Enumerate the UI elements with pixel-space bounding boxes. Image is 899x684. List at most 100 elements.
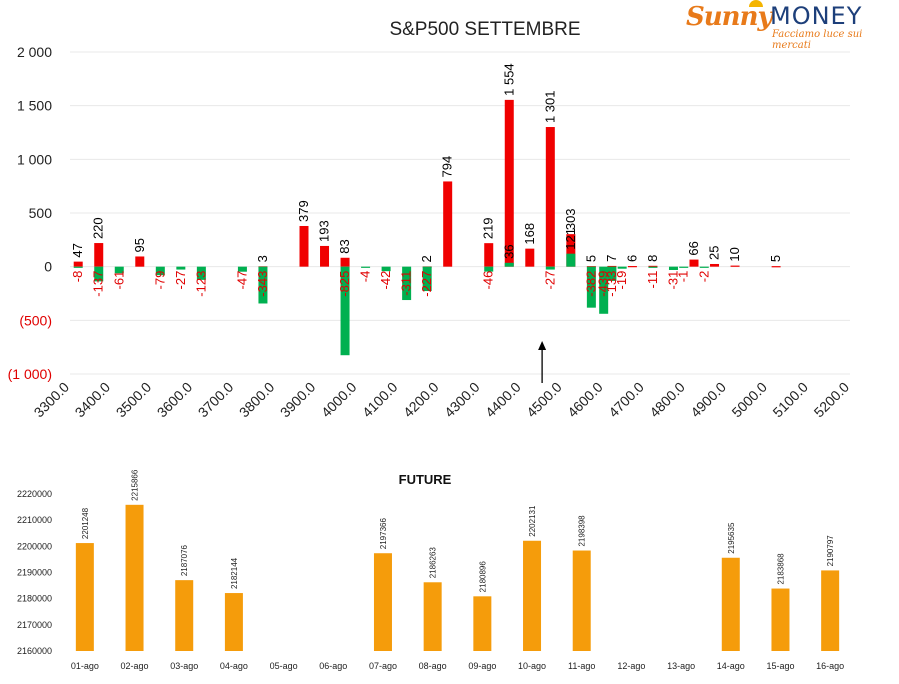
- logo-word-sunny: Sunny: [686, 2, 773, 32]
- x-tick-label: 4200.0: [400, 379, 442, 421]
- bar-value-label: 25: [707, 246, 722, 260]
- put-bar: [381, 266, 391, 272]
- future-chart-title: FUTURE: [399, 472, 452, 487]
- call-bar: [525, 248, 535, 267]
- bar-value-label: -1: [676, 271, 691, 283]
- bar-value-label: -227: [419, 271, 434, 297]
- bar-value-label: -343: [255, 271, 270, 297]
- x-tick-label: 4600.0: [564, 379, 606, 421]
- x-tick-label: 5000.0: [728, 379, 770, 421]
- future-bar-label: 2187076: [180, 544, 189, 576]
- put-bar: [648, 266, 658, 268]
- future-bar-label: 2182144: [230, 557, 239, 589]
- x-tick-label: 5200.0: [811, 379, 853, 421]
- future-x-tick-label: 14-ago: [717, 661, 745, 671]
- bar-value-label: 303: [563, 208, 578, 230]
- future-bar-label: 2186263: [429, 547, 438, 579]
- future-bar: [175, 580, 194, 651]
- put-bar: [196, 266, 206, 280]
- future-bar-label: 2201248: [81, 507, 90, 539]
- x-tick-label: 4000.0: [318, 379, 360, 421]
- x-tick-label: 4100.0: [359, 379, 401, 421]
- bar-value-label: 5: [583, 255, 598, 262]
- bar-value-label: 83: [337, 239, 352, 253]
- bar-value-label: -137: [91, 271, 106, 297]
- bar-value-label: 7: [604, 255, 619, 262]
- sp500-chart: S&P500 SETTEMBRE 2 000 1 500 1 000 500 0 (500…: [8, 19, 853, 421]
- bar-value-label: 219: [481, 217, 496, 239]
- future-bar: [125, 504, 144, 651]
- bar-value-label: 121: [563, 228, 578, 250]
- bar-value-label: 3: [255, 255, 270, 262]
- put-bar: [155, 266, 165, 276]
- put-bar: [545, 266, 555, 270]
- bar-value-label: -27: [542, 271, 557, 290]
- put-bar: [484, 266, 494, 272]
- future-y-tick-label: 2190000: [17, 568, 52, 578]
- future-bar-label: 2197366: [379, 518, 388, 550]
- put-bar: [361, 266, 371, 268]
- x-tick-label: 3300.0: [31, 379, 73, 421]
- x-tick-label: 4800.0: [646, 379, 688, 421]
- future-bar: [572, 550, 591, 651]
- future-x-tick-label: 02-ago: [121, 661, 149, 671]
- future-bar-label: 2202131: [528, 505, 537, 537]
- bar-value-label: 1 301: [542, 90, 557, 123]
- future-x-tick-label: 05-ago: [270, 661, 298, 671]
- future-bar-label: 2195635: [727, 522, 736, 554]
- bar-value-label: 8: [645, 255, 660, 262]
- sunny-money-logo: Sunny MONEY Facciamo luce sui mercati: [686, 0, 896, 51]
- bar-value-label: 66: [686, 241, 701, 255]
- put-bar: [679, 266, 689, 268]
- bar-value-label: -11: [645, 271, 660, 289]
- call-bar: [340, 257, 350, 267]
- future-bar: [721, 557, 740, 651]
- future-x-tick-label: 16-ago: [816, 661, 844, 671]
- put-bar: [176, 266, 186, 270]
- future-y-tick-label: 2160000: [17, 646, 52, 656]
- bar-value-label: -27: [173, 271, 188, 290]
- call-bar: [504, 99, 514, 267]
- x-tick-label: 3400.0: [72, 379, 114, 421]
- future-chart: FUTURE 2220000 2210000 2200000 2190000 21800…: [17, 469, 844, 671]
- future-bar-label: 2183868: [776, 553, 785, 585]
- bar-value-label: 95: [132, 238, 147, 252]
- bar-value-label: 10: [727, 247, 742, 261]
- bar-value-label: -42: [378, 271, 393, 290]
- call-bar: [566, 234, 576, 267]
- call-bar: [73, 261, 83, 267]
- bar-value-label: -46: [481, 271, 496, 290]
- future-x-tick-label: 03-ago: [170, 661, 198, 671]
- put-bar: [422, 266, 432, 292]
- x-tick-label: 3600.0: [154, 379, 196, 421]
- call-bar: [607, 265, 617, 268]
- future-bar-label: 2215866: [131, 469, 140, 501]
- x-tick-label: 3800.0: [236, 379, 278, 421]
- future-bar-label: 2190797: [826, 535, 835, 567]
- bar-value-label: 6: [624, 255, 639, 262]
- y-tick-label: 2 000: [17, 44, 52, 60]
- bar-value-label: 379: [296, 200, 311, 222]
- future-x-tick-label: 08-ago: [419, 661, 447, 671]
- bar-value-label: 193: [317, 220, 332, 242]
- future-bar: [224, 593, 243, 651]
- future-y-tick-label: 2170000: [17, 620, 52, 630]
- logo-word-money: MONEY: [770, 2, 863, 30]
- put-bar: [599, 266, 609, 314]
- x-tick-label: 4500.0: [523, 379, 565, 421]
- bar-value-label: -4: [358, 271, 373, 283]
- bar-value-label: 36: [501, 244, 516, 258]
- future-y-tick-label: 2180000: [17, 594, 52, 604]
- call-bar: [771, 266, 781, 268]
- bar-value-label: -47: [234, 271, 249, 290]
- x-tick-label: 4400.0: [482, 379, 524, 421]
- bar-value-label: -2: [696, 271, 711, 283]
- call-bar: [299, 225, 309, 267]
- y-tick-label: 500: [29, 205, 53, 221]
- bar-value-label: -133: [604, 271, 619, 297]
- put-bar: [94, 266, 104, 282]
- x-tick-label: 4300.0: [441, 379, 483, 421]
- call-bar: [710, 263, 720, 267]
- put-bar: [237, 266, 247, 272]
- future-bar-label: 2180896: [478, 561, 487, 593]
